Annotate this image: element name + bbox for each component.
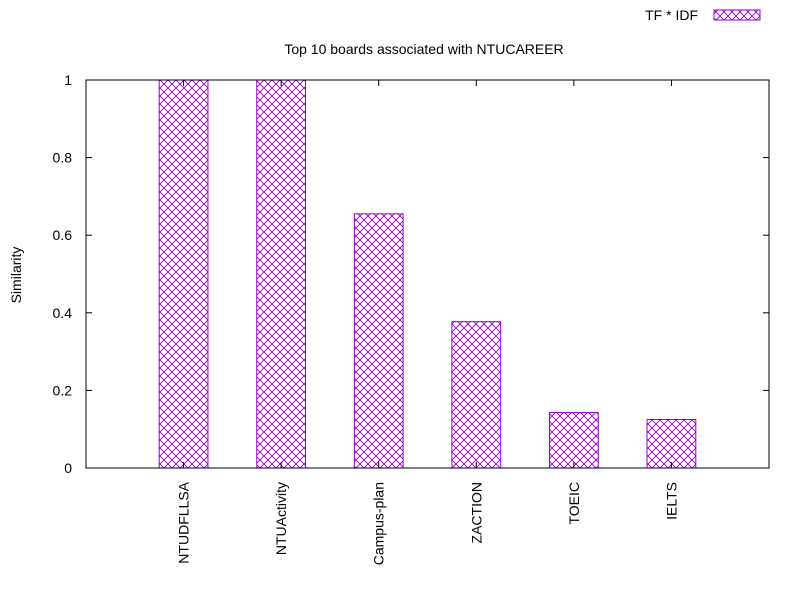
x-axis-ticks: NTUDFLLSA NTUActivity Campus-plan ZACTION TO… bbox=[176, 80, 679, 565]
y-tick-label: 0.6 bbox=[53, 227, 73, 243]
y-tick-label: 1 bbox=[64, 72, 72, 88]
bar-campus-plan bbox=[353, 213, 404, 469]
y-tick-label: 0 bbox=[64, 460, 72, 476]
bar-ielts bbox=[646, 419, 697, 469]
legend-swatch bbox=[713, 9, 761, 21]
y-tick-label: 0.8 bbox=[53, 150, 73, 166]
chart-title: Top 10 boards associated with NTUCAREER bbox=[284, 41, 563, 57]
bar-zaction bbox=[451, 321, 502, 469]
x-tick-label: NTUActivity bbox=[273, 482, 289, 555]
y-axis-label: Similarity bbox=[8, 247, 24, 304]
bar-toeic bbox=[548, 412, 599, 469]
x-tick-label: NTUDFLLSA bbox=[176, 481, 192, 563]
y-tick-label: 0.4 bbox=[53, 305, 73, 321]
legend: TF * IDF bbox=[645, 7, 761, 23]
bars-group bbox=[158, 79, 697, 469]
x-tick-label: Campus-plan bbox=[371, 482, 387, 565]
bar-ntudfllsa bbox=[158, 79, 209, 469]
plot-frame bbox=[85, 79, 770, 469]
legend-label: TF * IDF bbox=[645, 7, 698, 23]
y-tick-label: 0.2 bbox=[53, 382, 73, 398]
x-tick-label: TOEIC bbox=[566, 482, 582, 525]
bar-ntuactivity bbox=[256, 79, 307, 469]
x-tick-label: IELTS bbox=[663, 482, 679, 520]
x-tick-label: ZACTION bbox=[468, 482, 484, 543]
y-axis-ticks: 0 0.2 0.4 0.6 0.8 1 bbox=[53, 72, 769, 476]
